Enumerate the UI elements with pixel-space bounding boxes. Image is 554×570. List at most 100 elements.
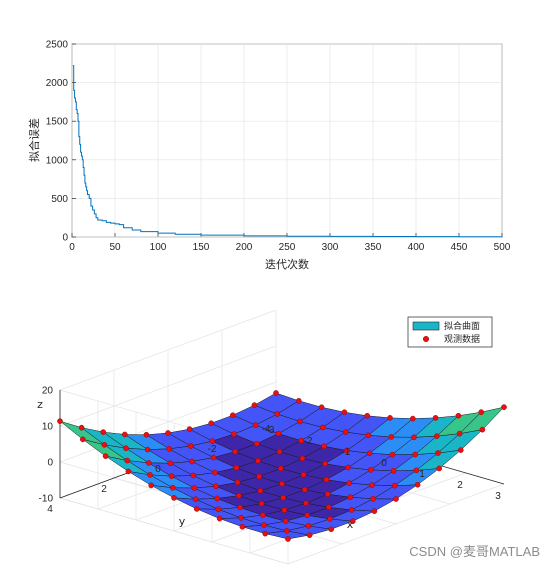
observed-point	[262, 530, 269, 537]
observed-point	[147, 472, 153, 478]
observed-point	[367, 467, 374, 473]
plot2-y-label: y	[179, 515, 186, 528]
plot1-y-tick-labels: 0 500 1000 1500 2000 2500	[46, 40, 69, 244]
observed-point	[215, 506, 222, 513]
observed-point	[501, 404, 507, 410]
observed-point	[213, 483, 219, 490]
observed-point	[393, 496, 399, 502]
observed-point	[80, 436, 86, 443]
x-tick-label: 0	[69, 242, 75, 253]
observed-point	[234, 479, 241, 486]
observed-point	[167, 460, 174, 467]
observed-point	[261, 522, 267, 528]
observed-point	[364, 412, 371, 419]
observed-point	[258, 500, 265, 507]
observed-point	[165, 430, 171, 436]
observed-point	[295, 398, 302, 404]
x-tick-label: 350	[365, 242, 382, 253]
x-tick-label: -3	[266, 425, 275, 436]
observed-point	[348, 507, 355, 513]
plot2-y-tick-labels: -4 -2 0 2 4	[47, 424, 271, 515]
observed-point	[389, 451, 396, 458]
z-tick-label: 10	[42, 422, 54, 433]
observed-point	[371, 508, 378, 514]
plot2-x-tick-labels: -3 -2 -1 0 1 2 3	[266, 425, 502, 502]
observed-point	[171, 495, 177, 501]
x-tick-label: 50	[109, 242, 121, 253]
observed-point	[239, 524, 246, 530]
legend-surface-swatch	[412, 321, 440, 331]
observed-point	[145, 460, 152, 466]
observed-point	[275, 430, 282, 437]
observed-point	[252, 422, 259, 428]
plot1-x-label: 迭代次数	[265, 257, 309, 271]
observed-point	[456, 430, 463, 437]
observed-point	[303, 500, 309, 506]
observed-point	[414, 481, 421, 488]
observed-point	[100, 429, 106, 435]
plot2-z-tick-labels: -10 0 10 20	[39, 386, 54, 505]
observed-point	[391, 482, 398, 489]
observed-point	[285, 536, 291, 542]
observed-point	[327, 516, 333, 522]
legend-marker-swatch	[423, 336, 430, 343]
observed-point	[479, 426, 486, 433]
observed-point	[257, 487, 264, 494]
observed-point	[190, 472, 196, 479]
observed-point	[124, 457, 130, 464]
y-tick-label: 1000	[46, 155, 69, 166]
x-tick-label: 400	[408, 242, 425, 253]
observed-point	[101, 442, 108, 448]
observed-point	[231, 431, 237, 437]
watermark: CSDN @麦哥MATLAB	[409, 544, 540, 559]
z-tick-label: 20	[42, 386, 54, 397]
observed-point	[370, 495, 377, 502]
observed-point	[192, 496, 199, 503]
observed-point	[169, 484, 176, 491]
observed-point	[323, 476, 330, 483]
x-tick-label: 300	[322, 242, 339, 253]
observed-point	[232, 448, 238, 455]
observed-point	[455, 412, 462, 419]
observed-point	[324, 491, 331, 497]
x-tick-label: -1	[342, 447, 351, 458]
observed-point	[229, 412, 236, 419]
observed-point	[283, 527, 290, 534]
y-tick-label: -4	[262, 424, 271, 435]
x-tick-label: 150	[193, 242, 210, 253]
x-tick-label: 100	[150, 242, 167, 253]
observed-point	[125, 468, 132, 475]
convergence-plot: 0 50 100 150 200 250 300 350 400 450 500 0 500 1000 1…	[27, 40, 511, 272]
observed-point	[214, 495, 220, 502]
observed-point	[433, 433, 440, 439]
observed-point	[369, 482, 375, 488]
z-tick-label: -10	[39, 494, 54, 505]
observed-point	[186, 426, 193, 432]
observed-point	[273, 390, 279, 396]
observed-point	[57, 418, 63, 424]
observed-point	[123, 445, 129, 452]
observed-point	[387, 415, 393, 421]
observed-point	[413, 467, 420, 474]
observed-point	[235, 492, 242, 499]
x-tick-label: 3	[495, 491, 501, 502]
x-tick-label: 450	[451, 242, 468, 253]
observed-point	[187, 443, 194, 449]
y-tick-label: 2000	[46, 78, 69, 89]
observed-point	[211, 469, 218, 476]
observed-point	[318, 404, 325, 411]
plot2-z-label: z	[37, 398, 43, 411]
observed-point	[233, 464, 240, 471]
x-tick-label: 2	[457, 480, 463, 491]
observed-point	[388, 434, 395, 440]
observed-point	[256, 473, 263, 480]
observed-point	[277, 465, 284, 472]
y-tick-label: 2500	[46, 40, 69, 51]
observed-point	[189, 458, 195, 465]
plot1-grid	[71, 43, 503, 238]
observed-point	[328, 526, 335, 533]
observed-point	[345, 464, 351, 471]
observed-point	[209, 438, 216, 444]
